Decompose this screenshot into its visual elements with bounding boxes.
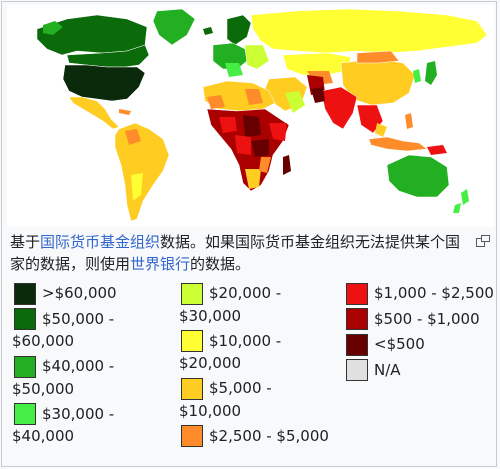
legend-swatch	[346, 282, 368, 305]
legend-column-2: $20,000 - $30,000 $10,000 - $20,000 $5,000…	[179, 282, 329, 450]
legend-item: $20,000 - $30,000	[179, 282, 329, 327]
legend-label: $1,000 - $2,500	[374, 284, 494, 302]
legend-item: $40,000 - $50,000	[12, 355, 162, 400]
legend-item: $500 - $1,000	[344, 308, 499, 330]
world-map-svg	[7, 5, 494, 227]
legend-label: $50,000 - $60,000	[12, 309, 115, 351]
legend-label: N/A	[374, 360, 401, 379]
legend-swatch	[181, 377, 203, 400]
legend-item: $50,000 - $60,000	[12, 308, 162, 353]
legend-label: $2,500 - $5,000	[209, 426, 329, 445]
caption-text-1: 基于	[10, 233, 41, 251]
legend-label: <$500	[374, 335, 425, 353]
map-caption: 基于国际货币基金组织数据。如果国际货币基金组织无法提供某个国家的数据，则使用世界…	[10, 231, 470, 275]
legend-label: $10,000 - $20,000	[179, 331, 282, 373]
world-gdp-map[interactable]	[7, 5, 494, 227]
legend-swatch	[346, 359, 368, 381]
legend-label: >$60,000	[42, 284, 117, 302]
legend-item: >$60,000	[12, 282, 162, 305]
legend-swatch	[346, 333, 368, 356]
legend-item: $10,000 - $20,000	[179, 330, 329, 375]
legend-item: $1,000 - $2,500	[344, 282, 499, 305]
legend-column-3: $1,000 - $2,500 $500 - $1,000 <$500 N/A	[344, 282, 499, 384]
legend-swatch	[14, 282, 36, 305]
legend-swatch	[181, 282, 203, 305]
legend-item: $30,000 - $40,000	[12, 403, 162, 448]
legend-swatch	[181, 330, 203, 352]
world-bank-link[interactable]: 世界银行	[130, 255, 191, 273]
legend-label: $30,000 - $40,000	[12, 404, 115, 446]
legend-swatch	[14, 308, 36, 330]
legend-swatch	[346, 308, 368, 330]
legend-swatch	[14, 403, 36, 425]
magnify-icon[interactable]	[476, 232, 490, 247]
legend-swatch	[181, 425, 203, 447]
legend-label: $20,000 - $30,000	[179, 284, 282, 325]
legend-item: $2,500 - $5,000	[179, 425, 329, 447]
legend-label: $40,000 - $50,000	[12, 357, 115, 398]
caption-text-3: 的数据。	[190, 255, 251, 273]
legend-label: $5,000 - $10,000	[179, 379, 272, 420]
caption-text-2: 数据。如果国际货币基金组织无法提供某个国家的数据，则使用	[10, 233, 461, 273]
legend-item: <$500	[344, 333, 499, 356]
legend-label: $500 - $1,000	[374, 309, 480, 328]
legend-item: $5,000 - $10,000	[179, 377, 329, 422]
legend-swatch	[14, 355, 36, 378]
legend-column-1: >$60,000 $50,000 - $60,000 $40,000 - $50,0…	[12, 282, 162, 450]
imf-link[interactable]: 国际货币基金组织	[40, 233, 161, 251]
legend-item: N/A	[344, 359, 499, 381]
